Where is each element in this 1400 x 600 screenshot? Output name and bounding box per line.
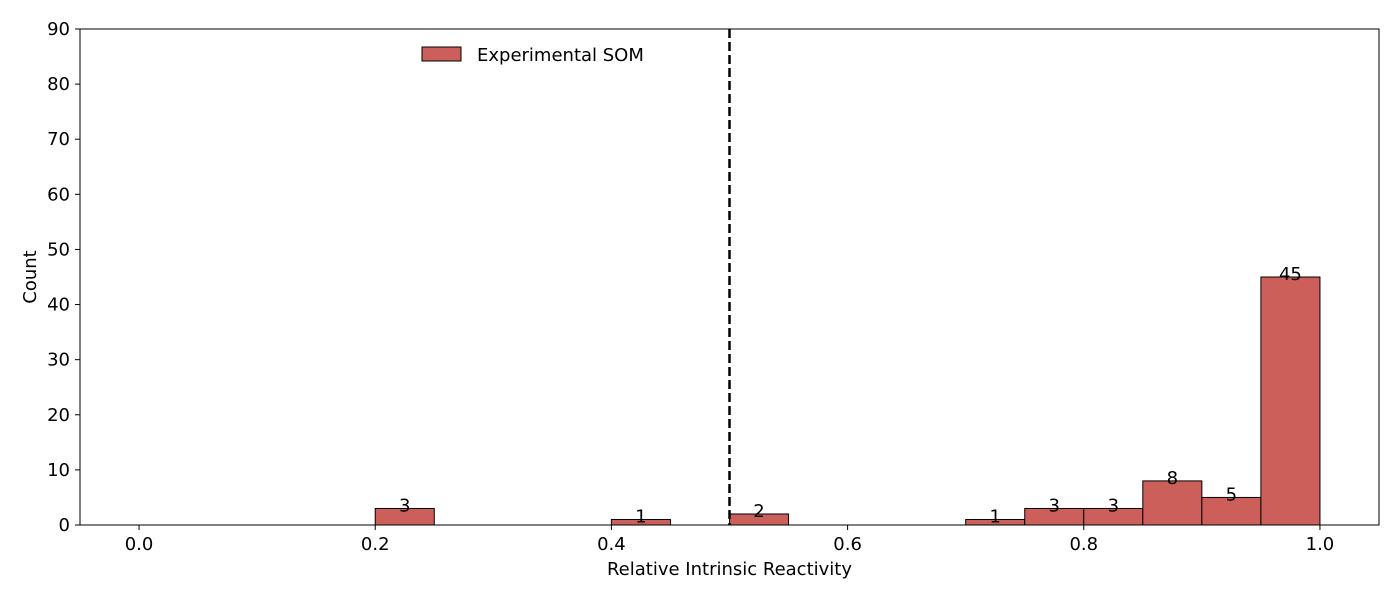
bar-value-label-5: 3	[1108, 495, 1119, 516]
bar-value-label-3: 1	[989, 506, 1000, 527]
histogram-bar-8	[1260, 276, 1321, 526]
plot-frame	[79, 28, 1380, 526]
bar-value-label-7: 5	[1226, 484, 1237, 505]
y-tick-label-2: 20	[47, 405, 70, 426]
x-tick-label-2: 0.4	[597, 534, 626, 555]
x-tick-label-3: 0.6	[833, 534, 862, 555]
y-tick-label-7: 70	[47, 129, 70, 150]
bar-value-label-8: 45	[1279, 264, 1302, 285]
legend-swatch-experimental-som	[421, 46, 462, 62]
bar-value-label-0: 3	[399, 495, 410, 516]
legend: Experimental SOM	[421, 45, 644, 66]
histogram-bar-6	[1142, 480, 1203, 526]
x-axis-title: Relative Intrinsic Reactivity	[607, 559, 852, 580]
y-tick-label-4: 40	[47, 295, 70, 316]
x-tick-label-1: 0.2	[361, 534, 390, 555]
bar-value-label-4: 3	[1049, 495, 1060, 516]
y-tick-label-8: 80	[47, 74, 70, 95]
bar-value-label-2: 2	[753, 501, 764, 522]
bar-value-label-1: 1	[635, 506, 646, 527]
y-tick-label-0: 0	[59, 515, 70, 536]
y-tick-label-3: 30	[47, 350, 70, 371]
y-axis-title: Count	[20, 250, 41, 303]
bars-layer	[374, 276, 1321, 526]
bar-value-label-6: 8	[1167, 468, 1178, 489]
y-tick-label-1: 10	[47, 460, 70, 481]
x-tick-label-0: 0.0	[125, 534, 154, 555]
x-tick-label-4: 0.8	[1069, 534, 1098, 555]
ticks-layer: 0.0 0.2 0.4 0.6 0.8 1.0 0 10 20 30 40 50 60 70 80 90	[47, 19, 1334, 555]
y-tick-label-6: 60	[47, 184, 70, 205]
y-tick-label-9: 90	[47, 19, 70, 40]
x-tick-label-5: 1.0	[1306, 534, 1335, 555]
bar-labels-layer: 3 1 2 1 3 3 8 5 45	[399, 264, 1302, 527]
y-tick-label-5: 50	[47, 239, 70, 260]
legend-label-experimental-som: Experimental SOM	[477, 45, 644, 66]
